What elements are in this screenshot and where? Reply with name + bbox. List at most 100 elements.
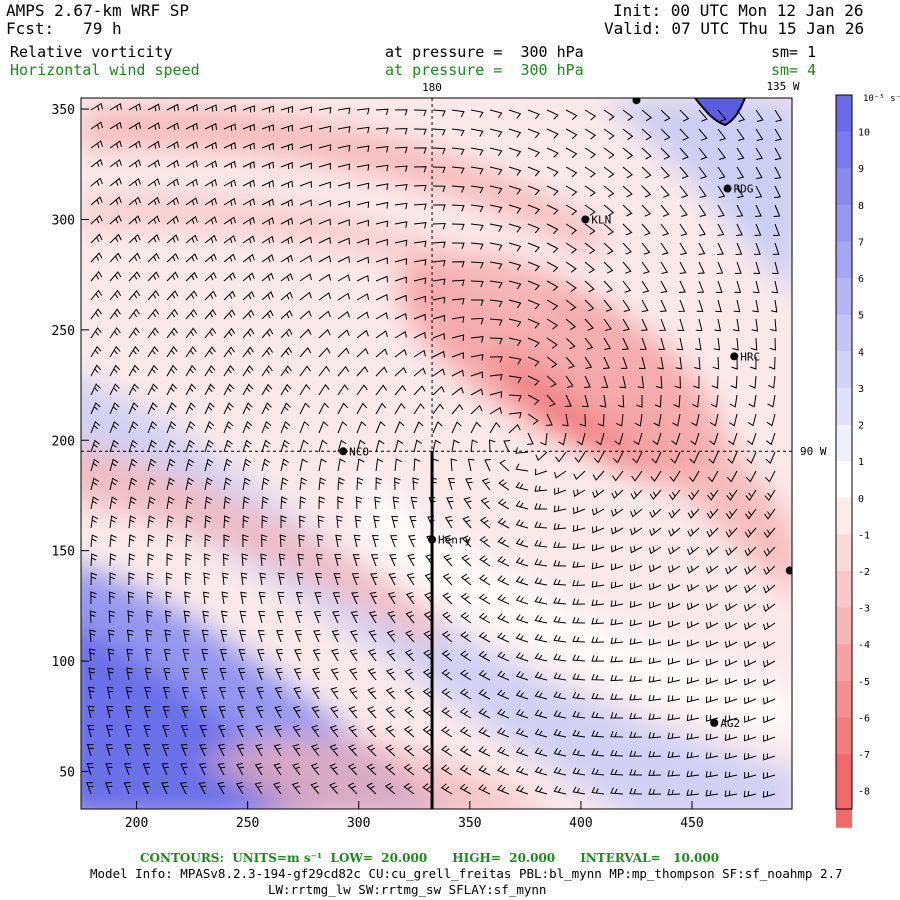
wind-barb xyxy=(724,734,738,741)
wind-barb xyxy=(527,413,539,425)
wind-barb xyxy=(318,310,331,320)
wind-barb xyxy=(508,280,522,290)
wind-barb xyxy=(403,725,415,738)
wind-barb xyxy=(299,402,310,415)
wind-barb xyxy=(166,197,179,206)
wind-barb xyxy=(280,217,293,226)
colorbar-swatch xyxy=(836,95,852,133)
wind-barb xyxy=(128,477,138,491)
wind-barb xyxy=(90,420,101,434)
wind-barb xyxy=(146,591,154,605)
wind-barb xyxy=(622,185,633,198)
colorbar-swatch xyxy=(836,644,852,682)
wind-barb xyxy=(652,432,662,446)
wind-barb xyxy=(461,535,472,548)
wind-barb xyxy=(109,103,122,111)
wind-barb xyxy=(166,308,179,320)
wind-barb xyxy=(413,313,426,321)
wind-barb xyxy=(744,696,757,705)
wind-barb xyxy=(622,166,633,179)
wind-barb xyxy=(641,242,651,255)
wind-barb xyxy=(460,631,472,643)
wind-barb xyxy=(640,337,647,350)
wind-barb xyxy=(724,752,738,760)
wind-barb xyxy=(223,364,235,377)
wind-barb xyxy=(610,787,624,795)
wind-barb xyxy=(422,783,434,795)
wind-barb xyxy=(744,546,757,557)
wind-barb xyxy=(273,744,282,757)
x-tick-label: 300 xyxy=(347,816,370,831)
wind-barb xyxy=(572,525,586,532)
wind-barb xyxy=(109,327,121,339)
wind-barb xyxy=(144,686,152,700)
wind-barb xyxy=(717,223,725,236)
wind-barb xyxy=(413,385,426,396)
wind-barb xyxy=(744,715,757,723)
wind-barb xyxy=(450,458,458,472)
wind-barb xyxy=(237,706,245,719)
wind-barb xyxy=(299,180,312,188)
wind-barb xyxy=(706,565,719,575)
model-info-physics: LW:rrtmg_lw SW:rrtmg_sw SFLAY:sf_mynn xyxy=(268,882,547,897)
wind-barb xyxy=(441,688,453,700)
wind-barb xyxy=(180,725,189,738)
wind-barb xyxy=(679,185,689,198)
wind-barb xyxy=(565,147,578,159)
wind-barb xyxy=(394,348,407,358)
model-info: Model Info: MPASv8.2.3-194-gf29cd82c CU:… xyxy=(90,866,843,881)
wind-barb xyxy=(278,572,285,586)
wind-barb xyxy=(614,432,624,446)
wind-barb xyxy=(641,166,652,179)
wind-barb xyxy=(242,235,255,244)
wind-barb xyxy=(223,123,236,131)
wind-barb xyxy=(673,394,681,408)
wind-barb xyxy=(125,705,132,719)
wind-barb xyxy=(515,595,529,605)
wind-barb xyxy=(299,125,313,132)
station-label: HRC xyxy=(740,350,760,363)
wind-barb xyxy=(292,706,301,719)
wind-barb xyxy=(460,592,472,605)
wind-barb xyxy=(554,487,567,496)
wind-barb xyxy=(280,199,293,207)
wind-barb xyxy=(668,508,681,519)
wind-barb xyxy=(553,748,567,757)
wind-barb xyxy=(497,613,510,624)
wind-barb xyxy=(87,724,95,738)
colorbar-swatch xyxy=(836,241,852,279)
wind-barb xyxy=(90,572,98,586)
colorbar-level: 5 xyxy=(858,311,864,322)
wind-barb xyxy=(164,629,171,643)
wind-barb xyxy=(311,706,320,719)
wind-barb xyxy=(128,402,139,415)
wind-barb xyxy=(280,515,287,528)
wind-barb xyxy=(706,640,719,648)
wind-barb xyxy=(254,782,263,795)
wind-barb xyxy=(726,489,738,501)
wind-barb xyxy=(669,470,681,483)
wind-barb xyxy=(356,126,370,134)
wind-barb xyxy=(470,204,484,213)
wind-barb xyxy=(337,439,347,453)
wind-barb xyxy=(576,432,586,446)
wind-barb xyxy=(349,649,358,662)
wind-barb xyxy=(222,572,229,586)
wind-barb xyxy=(220,629,228,643)
wind-barb xyxy=(572,729,586,738)
wind-barb xyxy=(333,573,341,586)
wind-barb xyxy=(223,272,236,282)
wind-barb xyxy=(356,366,369,377)
wind-barb xyxy=(218,687,227,700)
wind-barb xyxy=(470,280,484,288)
wind-barb xyxy=(109,159,122,168)
wind-barb xyxy=(109,177,122,187)
wind-barb xyxy=(546,413,553,426)
wind-barb xyxy=(603,318,612,331)
wind-barb xyxy=(299,458,308,472)
wind-barb xyxy=(648,638,662,646)
wind-barb xyxy=(166,271,179,282)
wind-barb xyxy=(676,337,684,351)
wind-barb xyxy=(451,204,465,212)
wind-barb xyxy=(204,290,217,301)
